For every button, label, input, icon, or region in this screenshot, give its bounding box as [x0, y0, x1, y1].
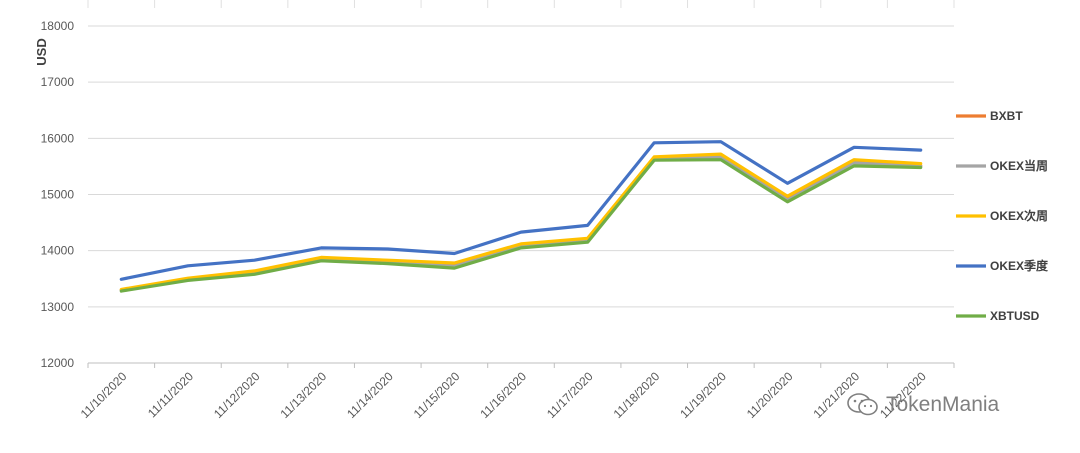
- legend-label: OKEX当周: [990, 158, 1048, 173]
- legend-label: BXBT: [990, 109, 1023, 123]
- y-tick-label: 16000: [41, 131, 75, 145]
- x-tick-label: 11/11/2020: [145, 369, 196, 420]
- y-tick-label: 14000: [41, 244, 75, 258]
- x-tick-label: 11/19/2020: [677, 369, 729, 421]
- y-tick-label: 15000: [41, 188, 75, 202]
- x-tick-label: 11/12/2020: [211, 369, 263, 421]
- y-tick-label: 12000: [41, 356, 75, 370]
- legend-label: OKEX季度: [990, 258, 1049, 273]
- wechat-icon: [847, 393, 878, 416]
- y-tick-label: 18000: [41, 19, 75, 33]
- series-line: [119, 152, 923, 291]
- x-tick-label: 11/20/2020: [744, 369, 796, 421]
- y-axis-label: USD: [34, 38, 49, 65]
- watermark: TokenMania: [846, 392, 999, 418]
- x-tick-label: 11/16/2020: [477, 369, 529, 421]
- series-line: [119, 158, 923, 293]
- y-tick-label: 17000: [41, 75, 75, 89]
- series-line: [119, 140, 923, 281]
- x-tick-label: 11/18/2020: [611, 369, 663, 421]
- x-tick-label: 11/14/2020: [344, 369, 396, 421]
- y-tick-label: 13000: [41, 300, 75, 314]
- watermark-text: TokenMania: [886, 393, 1000, 416]
- legend-label: OKEX次周: [990, 208, 1048, 223]
- x-tick-label: 11/15/2020: [411, 369, 463, 421]
- x-tick-label: 11/17/2020: [544, 369, 596, 421]
- x-tick-label: 11/10/2020: [78, 369, 130, 421]
- legend-label: XBTUSD: [990, 309, 1040, 323]
- x-tick-label: 11/13/2020: [278, 369, 330, 421]
